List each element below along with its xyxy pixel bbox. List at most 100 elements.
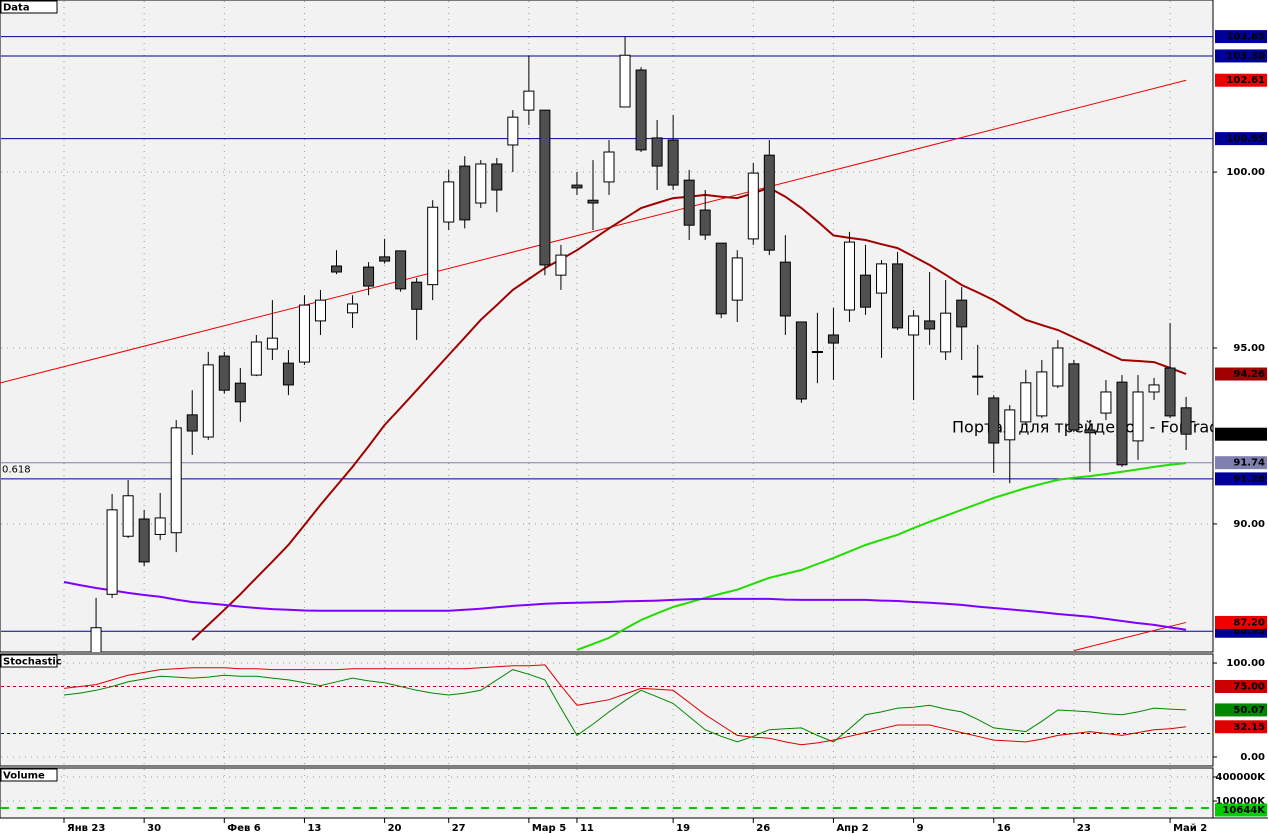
candle-body <box>924 320 936 330</box>
last-value-label: 50.07 <box>1233 705 1265 716</box>
date-label: 9 <box>917 823 924 834</box>
date-label: 11 <box>580 823 594 834</box>
level-label: 91.74 <box>1233 458 1265 469</box>
trend-line <box>0 79 1187 384</box>
candle-body <box>587 199 599 204</box>
date-label: Мар 5 <box>532 823 566 834</box>
candle-body <box>1004 409 1016 441</box>
date-label: Апр 2 <box>836 823 868 834</box>
level-label-box <box>1215 132 1267 146</box>
panel-title: Volume <box>3 771 45 782</box>
candle-body <box>731 257 743 301</box>
date-label: Фев 6 <box>227 823 261 834</box>
panel-title-box <box>0 0 58 14</box>
candle-body <box>122 495 134 537</box>
axis-labels-1: 100.00 0.00 75.00 50.07 32.15 <box>1215 658 1267 763</box>
level-label: 103.85 <box>1226 32 1265 43</box>
date-label: 26 <box>756 823 770 834</box>
y-tick-label: 100000K <box>1216 796 1267 807</box>
last-price-label-box <box>1215 427 1267 441</box>
candle-body <box>282 362 294 386</box>
candle-body <box>908 315 920 336</box>
candle-body <box>411 281 423 310</box>
date-label: 30 <box>147 823 161 834</box>
level-label-box <box>1215 680 1267 694</box>
candle-body <box>491 163 503 191</box>
last-volume-label-box <box>1215 803 1267 817</box>
trend-label: 87.20 <box>1233 617 1265 628</box>
candle-body <box>843 241 855 311</box>
candle-body <box>779 261 791 317</box>
panel-title: Data <box>3 3 30 14</box>
watermark: Портал для трейдеров - ForTrader.ru <box>952 418 1256 437</box>
last-value-label-box <box>1215 367 1267 381</box>
candle-body <box>988 397 1000 444</box>
date-label: 23 <box>1077 823 1091 834</box>
series-line <box>576 462 1187 651</box>
candle-body <box>571 184 583 189</box>
level-label-box <box>1215 472 1267 486</box>
candle-body <box>314 299 326 322</box>
panel-0: Портал для трейдеров - ForTrader.ru 0.618 <box>0 36 1256 652</box>
level-label: 86.95 <box>1233 626 1265 637</box>
trend-label-box <box>1215 615 1267 629</box>
candle-body <box>331 265 343 273</box>
candle-body <box>1164 367 1176 417</box>
series-line <box>63 581 1187 631</box>
candle-body <box>956 299 968 328</box>
candle-body <box>827 334 839 344</box>
y-tick-label: 0.00 <box>1240 752 1265 763</box>
series-line <box>63 664 1187 746</box>
panel-title-box <box>0 654 58 668</box>
candle-body <box>715 242 727 315</box>
y-tick-label: 400000K <box>1216 772 1267 783</box>
date-label: 19 <box>676 823 690 834</box>
panel-title-box <box>0 768 58 782</box>
candle-body <box>138 518 150 563</box>
candle-body <box>1100 391 1112 414</box>
candle-body <box>218 355 230 391</box>
candle-body <box>1068 363 1080 431</box>
candle-body <box>892 263 904 329</box>
candle-body <box>363 266 375 287</box>
candle-body <box>972 375 984 378</box>
date-label: 20 <box>388 823 402 834</box>
trend-label-box <box>1215 73 1267 87</box>
candle-body <box>1180 407 1192 435</box>
panel-1 <box>1 662 1213 758</box>
candle-body <box>347 303 359 314</box>
date-label: 16 <box>997 823 1011 834</box>
candle-body <box>523 90 535 111</box>
last-value-label-box <box>1215 703 1267 717</box>
candle-body <box>811 351 823 354</box>
panel-2 <box>1 776 1213 809</box>
candle-body <box>106 509 118 595</box>
candle-body <box>699 209 711 236</box>
candle-body <box>1020 382 1032 423</box>
price-panel <box>0 0 1214 653</box>
candle-body <box>1084 429 1096 434</box>
candle-body <box>250 341 262 376</box>
candle-body <box>298 304 310 363</box>
candle-body <box>266 337 278 350</box>
level-label: 91.28 <box>1233 474 1265 485</box>
y-tick-label: 100.00 <box>1226 167 1265 178</box>
candle-body <box>747 172 759 240</box>
candle-body <box>427 206 439 286</box>
candle-body <box>234 382 246 403</box>
candle-body <box>1148 384 1160 393</box>
candle-body <box>860 274 871 308</box>
candle-body <box>667 139 679 186</box>
candle-body <box>154 517 166 535</box>
candle-body <box>459 165 471 221</box>
trend-label: 102.61 <box>1226 75 1265 86</box>
level-label: 100.95 <box>1226 134 1265 145</box>
last-volume-label: 10644K <box>1222 805 1266 816</box>
candle-body <box>475 163 487 204</box>
stochastic-panel <box>0 653 1214 767</box>
candle-body <box>90 627 102 652</box>
candle-body <box>1052 347 1064 387</box>
date-label: 13 <box>307 823 321 834</box>
level-label: 75.00 <box>1233 682 1265 693</box>
